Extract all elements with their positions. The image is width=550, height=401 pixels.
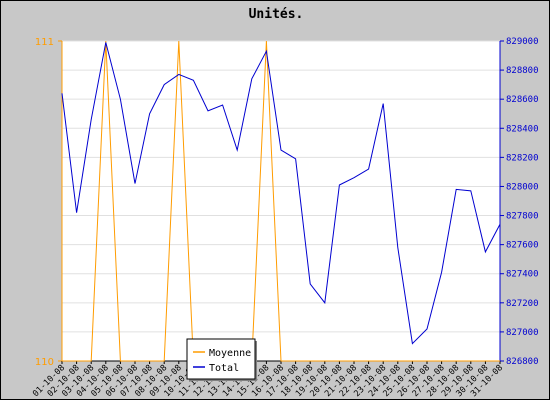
legend: Moyenne Total	[186, 338, 257, 381]
right-tick-label: 828800	[506, 66, 539, 76]
left-tick-label: 110	[35, 357, 54, 368]
right-tick-label: 827400	[506, 270, 539, 280]
legend-box	[186, 338, 256, 380]
legend-label-moyenne: Moyenne	[209, 348, 251, 359]
chart-title: Unités.	[249, 7, 304, 22]
right-tick-label: 827000	[506, 328, 539, 338]
right-tick-label: 826800	[506, 357, 539, 367]
right-tick-label: 827200	[506, 299, 539, 309]
plot-background	[62, 41, 500, 361]
left-tick-label: 111	[35, 37, 54, 48]
right-tick-label: 829000	[506, 37, 539, 47]
plot-area: 110 111 826800 827000 827200 827400 827600 8278…	[31, 37, 538, 399]
right-tick-label: 828600	[506, 95, 539, 105]
right-tick-label: 828000	[506, 182, 539, 192]
right-tick-label: 828200	[506, 153, 539, 163]
series-line-total	[61, 42, 501, 345]
series-line-moyenne	[62, 40, 500, 362]
legend-label-total: Total	[209, 363, 239, 374]
right-tick-label: 827600	[506, 241, 539, 251]
right-tick-label: 827800	[506, 212, 539, 222]
right-tick-label: 828400	[506, 124, 539, 134]
